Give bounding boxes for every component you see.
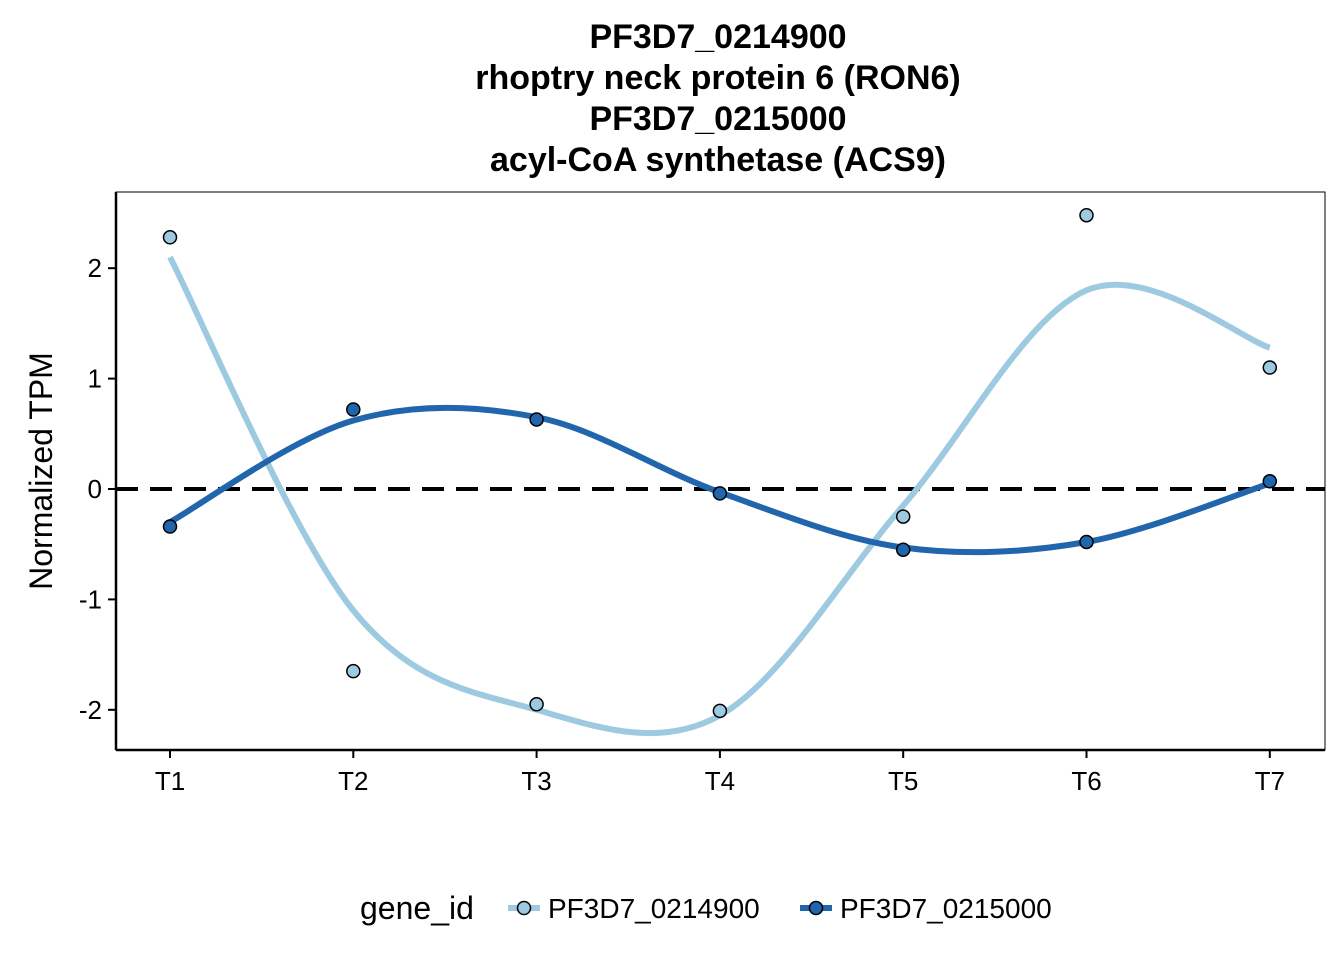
- y-tick-label: 1: [88, 364, 102, 394]
- legend-item: PF3D7_0215000: [800, 893, 1052, 924]
- title-line-1: PF3D7_0214900: [589, 18, 846, 56]
- y-axis-title: Normalized TPM: [23, 352, 59, 590]
- legend-title: gene_id: [360, 890, 474, 926]
- title-line-3: PF3D7_0215000: [589, 100, 846, 138]
- data-point: [1079, 534, 1094, 550]
- legend-item: PF3D7_0214900: [508, 893, 760, 924]
- data-point: [162, 230, 178, 245]
- x-tick-label: T3: [521, 766, 551, 796]
- y-tick-label: -1: [79, 584, 102, 614]
- x-axis: T1 T2 T3 T4 T5 T6 T7: [116, 748, 1325, 796]
- legend: gene_id PF3D7_0214900 PF3D7_0215000: [360, 890, 1052, 926]
- legend-key-point: [808, 900, 824, 916]
- x-tick-label: T5: [888, 766, 918, 796]
- x-tick-label: T4: [705, 766, 735, 796]
- data-point: [346, 663, 361, 679]
- legend-key-point: [516, 900, 532, 916]
- title-line-2: rhoptry neck protein 6 (RON6): [475, 59, 961, 97]
- x-tick-label: T2: [338, 766, 368, 796]
- series-PF3D7_0215000: [162, 402, 1278, 557]
- y-tick-label: -2: [79, 695, 102, 725]
- data-point: [529, 697, 544, 712]
- y-tick-label: 0: [88, 474, 102, 504]
- title-line-4: acyl-CoA synthetase (ACS9): [490, 141, 946, 179]
- series-line-PF3D7_0215000: [168, 404, 1271, 556]
- y-axis: 2 1 0 -1 -2 Normalized TPM: [23, 192, 118, 750]
- x-tick-label: T7: [1255, 766, 1285, 796]
- data-point: [712, 486, 728, 501]
- y-tick-label: 2: [88, 253, 102, 283]
- x-tick-label: T6: [1071, 766, 1101, 796]
- legend-label: PF3D7_0214900: [548, 893, 760, 924]
- data-point: [895, 509, 911, 524]
- data-point: [1262, 360, 1278, 375]
- plot-panel: [115, 191, 1326, 751]
- data-point: [529, 412, 544, 427]
- x-tick-label: T1: [155, 766, 185, 796]
- data-point: [162, 519, 178, 534]
- data-point: [1262, 474, 1278, 489]
- data-point: [895, 542, 911, 557]
- panel-border: [115, 191, 1326, 751]
- data-point: [346, 402, 361, 417]
- legend-label: PF3D7_0215000: [840, 893, 1052, 924]
- series-PF3D7_0214900: [162, 207, 1278, 737]
- data-point: [712, 703, 728, 719]
- data-point: [1079, 207, 1094, 223]
